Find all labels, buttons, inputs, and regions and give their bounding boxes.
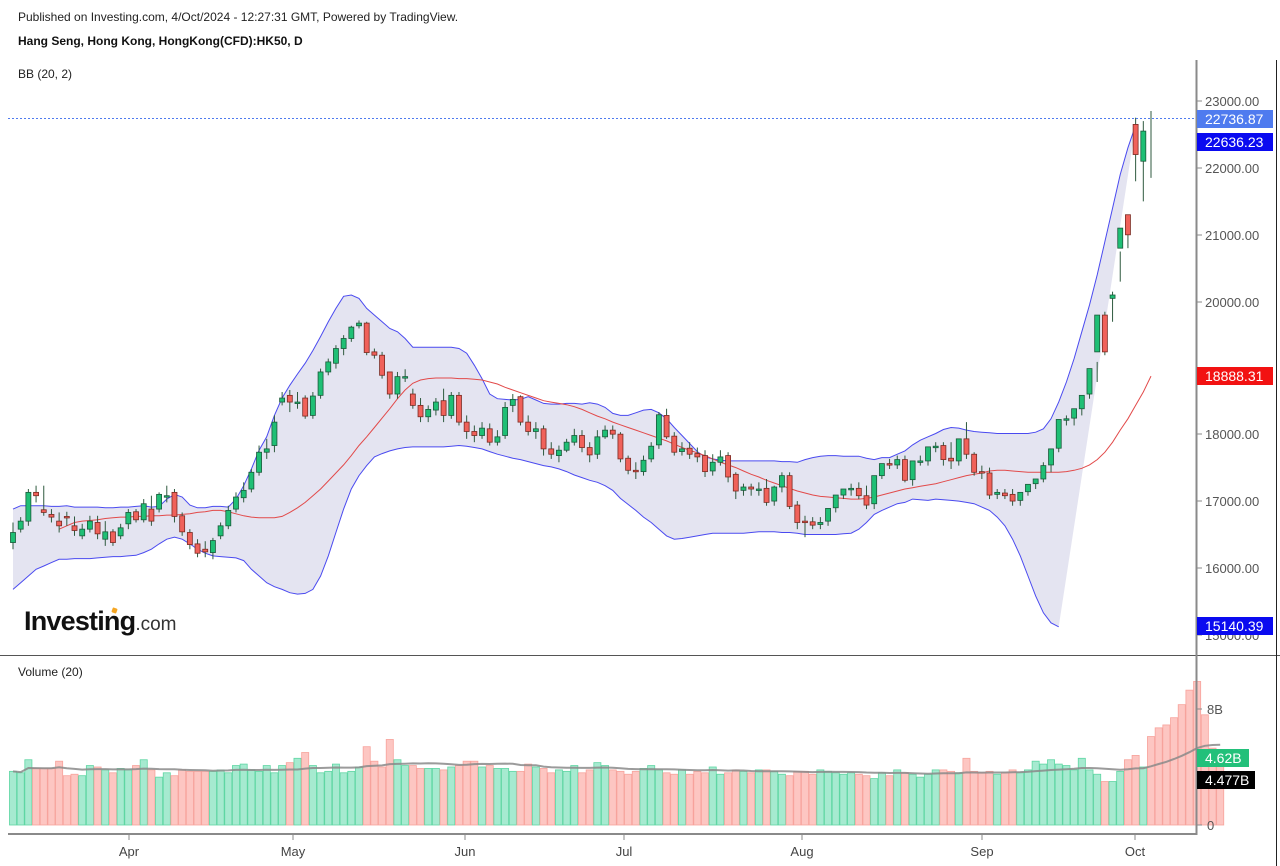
- price-tick: 20000.00: [1205, 295, 1260, 310]
- volume-bars: [9, 681, 1225, 826]
- month-label-apr: Apr: [118, 844, 140, 859]
- month-label-aug: Aug: [790, 844, 814, 859]
- bb-basis-tag: 18888.31: [1197, 367, 1273, 385]
- volume-tick: 8B: [1207, 702, 1223, 717]
- price-tick: 21000.00: [1205, 228, 1260, 243]
- price-tick: 23000.00: [1205, 94, 1260, 109]
- volume-ma-tag: 4.477B: [1197, 771, 1255, 789]
- investing-logo: Investing.com: [24, 606, 177, 637]
- month-label-jul: Jul: [615, 844, 633, 859]
- logo-suffix: .com: [135, 614, 177, 635]
- last-price-tag: 22736.87: [1197, 110, 1273, 128]
- bb-upper-tag: 22636.23: [1197, 133, 1273, 151]
- price-tick: 18000.00: [1205, 427, 1260, 442]
- axis-ticks: [128, 100, 1202, 840]
- price-tick: 22000.00: [1205, 161, 1260, 176]
- volume-indicator-label[interactable]: Volume (20): [18, 665, 83, 679]
- price-tick: 17000.00: [1205, 494, 1260, 509]
- volume-tick: 0: [1207, 818, 1215, 833]
- month-label-jun: Jun: [454, 844, 476, 859]
- month-label-oct: Oct: [1124, 844, 1146, 859]
- logo-name: Investing: [24, 606, 136, 636]
- bollinger-bands: [12, 125, 1152, 628]
- candlesticks: [10, 111, 1152, 560]
- last-volume-tag: 4.62B: [1197, 749, 1249, 767]
- month-label-sep: Sep: [970, 844, 994, 859]
- bb-lower-tag: 15140.39: [1197, 617, 1273, 635]
- bb-indicator-label[interactable]: BB (20, 2): [18, 67, 73, 81]
- published-note: Published on Investing.com, 4/Oct/2024 -…: [18, 10, 459, 24]
- instrument-title: Hang Seng, Hong Kong, HongKong(CFD):HK50…: [18, 34, 303, 48]
- price-tick: 16000.00: [1205, 561, 1260, 576]
- month-label-may: May: [280, 844, 306, 859]
